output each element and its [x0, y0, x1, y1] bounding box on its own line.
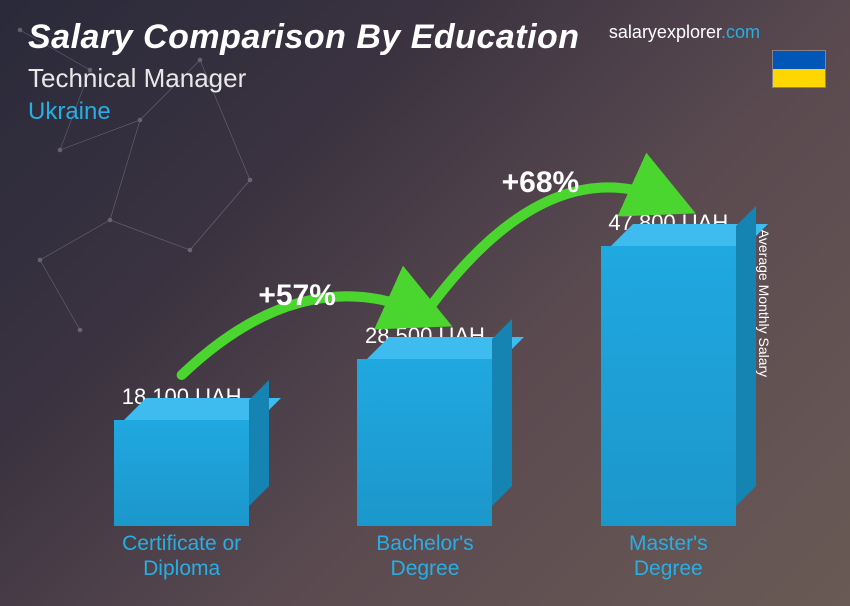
x-axis-label: Certificate orDiploma	[82, 531, 282, 586]
bar	[601, 246, 736, 526]
x-labels: Certificate orDiploma Bachelor'sDegree Mas…	[60, 531, 790, 586]
x-axis-label: Master'sDegree	[568, 531, 768, 586]
chart-area: 18,100 UAH 28,500 UAH47,800 UAH Certifica…	[60, 150, 790, 586]
chart-subtitle: Technical Manager	[28, 63, 822, 94]
increase-pct-label: +68%	[502, 166, 580, 200]
bar-group: 18,100 UAH	[82, 384, 282, 526]
bar	[357, 359, 492, 526]
x-axis-label: Bachelor'sDegree	[325, 531, 525, 586]
chart-country: Ukraine	[28, 98, 822, 126]
bars-container: 18,100 UAH 28,500 UAH47,800 UAH	[60, 196, 790, 526]
brand-name: salaryexplorer	[609, 22, 721, 42]
increase-pct-label: +57%	[258, 279, 336, 313]
ukraine-flag-icon	[772, 50, 826, 88]
bar-group: 28,500 UAH	[325, 323, 525, 526]
bar-group: 47,800 UAH	[568, 210, 768, 526]
brand-label: salaryexplorer.com	[609, 22, 760, 43]
bar	[114, 420, 249, 526]
brand-suffix: .com	[721, 22, 760, 42]
